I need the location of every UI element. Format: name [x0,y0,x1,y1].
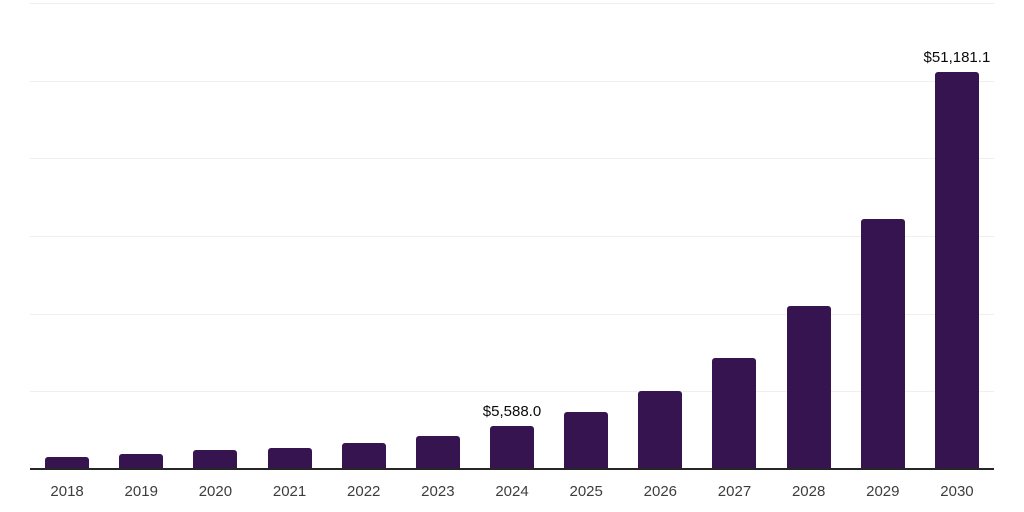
x-axis-label-2019: 2019 [124,483,158,500]
x-axis-labels: 2018 2019 2020 2021 2022 2023 2024 2025 2026 2027… [30,483,994,501]
x-axis-label-2027: 2027 [717,483,752,500]
bar-2026 [638,390,683,469]
x-axis-label-2024: 2024 [495,483,529,500]
bar-2021 [267,448,312,469]
bar-2027 [712,357,757,469]
bar-2018 [45,456,90,469]
gridline [30,158,994,160]
gridline [30,3,994,4]
gridline [30,80,994,82]
bar-2022 [341,442,386,469]
gridline [30,236,994,237]
bar-2025 [564,411,609,469]
x-axis-line [30,468,994,470]
x-axis-label-2025: 2025 [569,483,603,500]
bar-2020 [193,449,238,469]
x-axis-label-2029: 2029 [866,483,900,500]
bar-value-label: $51,181.1 [923,48,991,66]
bar-2029 [860,218,905,469]
x-axis-label-2028: 2028 [791,483,826,500]
bar-2030 [934,71,979,469]
bar-2019 [119,454,164,469]
x-axis-label-2018: 2018 [50,483,84,500]
x-axis-label-2026: 2026 [643,483,678,500]
bar-2028 [786,305,831,469]
x-axis-label-2021: 2021 [272,483,307,500]
bar-2024 [490,425,534,469]
x-axis-label-2022: 2022 [347,483,381,500]
plot-area: $5,588.0 $51,181.1 [30,3,994,469]
bar-value-label: $5,588.0 [482,402,542,420]
bar-2023 [415,436,460,469]
x-axis-label-2030: 2030 [940,483,974,500]
x-axis-label-2020: 2020 [198,483,233,500]
gridline [30,313,994,315]
x-axis-label-2023: 2023 [421,483,455,500]
gridline [30,391,994,393]
